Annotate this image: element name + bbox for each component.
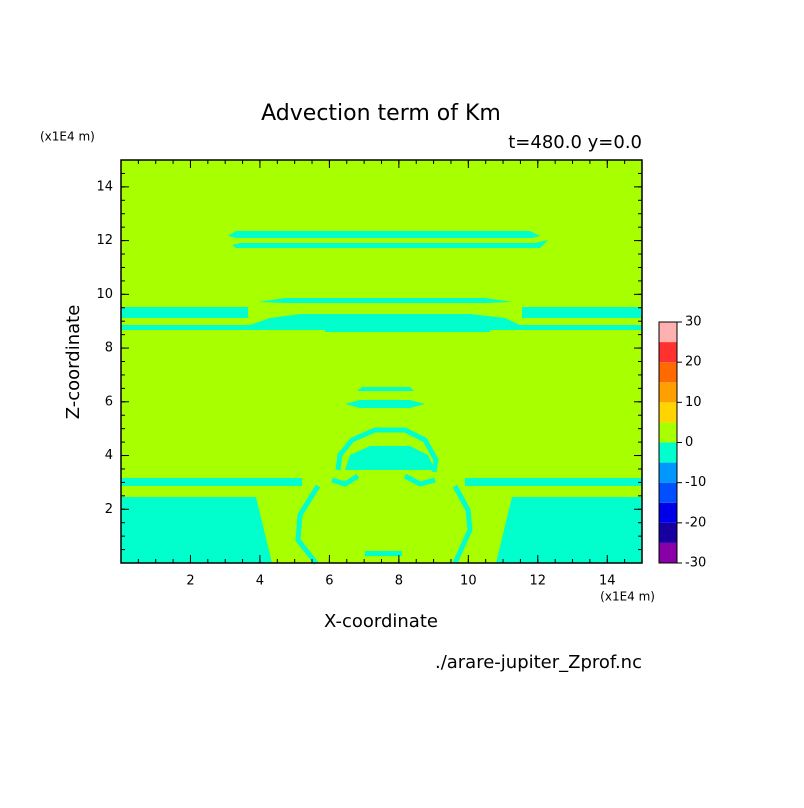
colorbar-bin: [659, 322, 677, 343]
colorbar-tick-label: -30: [685, 556, 706, 571]
colorbar-bin: [659, 502, 677, 523]
contour-line: [335, 427, 439, 473]
chart-title: Advection term of Km: [261, 101, 501, 126]
x-tick-label: 14: [599, 574, 616, 589]
colorbar-bin: [659, 422, 677, 443]
contour-region: [345, 446, 435, 470]
contour-region: [121, 497, 272, 563]
contour-region: [121, 160, 642, 563]
colorbar-bin: [659, 402, 677, 423]
y-axis-title: Z-coordinate: [63, 305, 84, 420]
source-note: ./arare-jupiter_Zprof.nc: [435, 652, 642, 673]
x-tick-label: 4: [256, 574, 264, 589]
y-tick-label: 8: [105, 341, 113, 356]
x-tick-label: 10: [460, 574, 477, 589]
y-tick-label: 4: [105, 448, 113, 463]
x-axis-title: X-coordinate: [324, 611, 438, 632]
y-tick-label: 2: [105, 502, 113, 517]
contour-region: [121, 314, 642, 330]
contour-region: [228, 231, 540, 238]
contour-region: [465, 478, 642, 486]
y-unit: (x1E4 m): [40, 130, 95, 144]
colorbar-tick-label: 10: [685, 395, 702, 410]
y-tick-label: 12: [96, 233, 113, 248]
colorbar-bin: [659, 462, 677, 483]
colorbar-bin: [659, 542, 677, 563]
y-tick-label: 14: [96, 179, 113, 194]
contour-region: [232, 240, 548, 248]
contour-line: [331, 473, 360, 487]
contour-region: [357, 387, 414, 391]
x-tick-label: 2: [186, 574, 194, 589]
contour-region: [258, 298, 512, 303]
contour-line: [295, 484, 321, 565]
contour-region: [121, 307, 248, 318]
subtitle: t=480.0 y=0.0: [508, 132, 642, 153]
x-tick-label: 6: [325, 574, 333, 589]
y-tick-label: 10: [96, 287, 113, 302]
x-tick-label: 12: [530, 574, 547, 589]
colorbar-bin: [659, 362, 677, 383]
plot-area: [121, 160, 642, 565]
colorbar-bin: [659, 482, 677, 503]
contour-region: [365, 551, 402, 556]
colorbar-tick-label: -10: [685, 475, 706, 490]
contour-region: [522, 307, 642, 318]
y-tick-label: 6: [105, 394, 113, 409]
colorbar-bin: [659, 342, 677, 363]
contour-line: [403, 473, 436, 487]
colorbar-tick-label: 30: [685, 315, 702, 330]
colorbar-tick-label: 20: [685, 355, 702, 370]
colorbar-bin: [659, 442, 677, 463]
contour-region: [345, 400, 425, 408]
contour-region: [325, 326, 490, 332]
x-tick-label: 8: [395, 574, 403, 589]
colorbar-bin: [659, 522, 677, 543]
x-unit: (x1E4 m): [600, 590, 655, 604]
contour-line: [452, 484, 473, 565]
contour-region: [496, 497, 642, 563]
contour-region: [121, 478, 302, 486]
colorbar-tick-label: -20: [685, 515, 706, 530]
colorbar-bin: [659, 382, 677, 403]
colorbar-tick-label: 0: [685, 435, 693, 450]
